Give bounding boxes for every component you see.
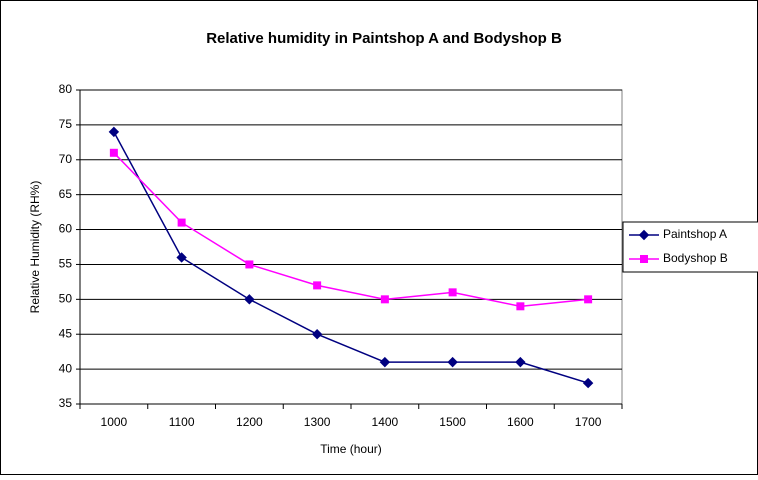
- marker: [380, 295, 389, 304]
- marker: [582, 377, 594, 389]
- marker: [516, 302, 525, 311]
- chart-title: Relative humidity in Paintshop A and Bod…: [206, 30, 562, 47]
- y-tick-label: 65: [59, 187, 73, 201]
- y-tick-label: 45: [59, 326, 73, 340]
- y-tick-label: 75: [59, 117, 73, 131]
- marker: [379, 356, 391, 368]
- marker: [447, 356, 458, 368]
- series-line: [113, 131, 589, 384]
- marker: [311, 329, 323, 340]
- y-tick-label: 40: [59, 361, 73, 375]
- y-tick-label: 55: [59, 257, 73, 271]
- y-tick-label: 80: [59, 82, 73, 96]
- marker: [515, 356, 526, 368]
- marker: [448, 288, 457, 297]
- x-tick-label: 1600: [507, 415, 534, 429]
- x-tick-label: 1000: [101, 415, 128, 429]
- marker: [244, 294, 255, 305]
- series-line: [113, 152, 589, 308]
- marker: [108, 126, 120, 138]
- x-tick-label: 1300: [304, 415, 331, 429]
- y-tick-label: 70: [59, 152, 73, 166]
- marker: [638, 229, 650, 241]
- x-tick-label: 1400: [372, 415, 399, 429]
- x-tick-label: 1100: [169, 415, 195, 429]
- marker: [109, 148, 118, 157]
- marker: [177, 218, 186, 227]
- marker: [584, 295, 593, 304]
- marker: [245, 260, 254, 269]
- marker: [313, 281, 322, 290]
- marker: [640, 255, 648, 263]
- marker: [176, 252, 187, 263]
- legend-box: [622, 221, 758, 273]
- y-tick-label: 50: [59, 292, 73, 306]
- y-tick-label: 35: [59, 396, 73, 410]
- legend-label: Paintshop A: [663, 227, 727, 241]
- x-tick-label: 1200: [236, 415, 263, 429]
- plot-area: [79, 89, 623, 405]
- y-tick-label: 60: [59, 222, 73, 236]
- x-tick-label: 1500: [439, 415, 466, 429]
- x-axis-title: Time (hour): [320, 442, 382, 456]
- x-tick-label: 1700: [575, 415, 602, 429]
- y-axis-title: Relative Humidity (RH%): [28, 181, 42, 314]
- legend-label: Bodyshop B: [663, 251, 728, 265]
